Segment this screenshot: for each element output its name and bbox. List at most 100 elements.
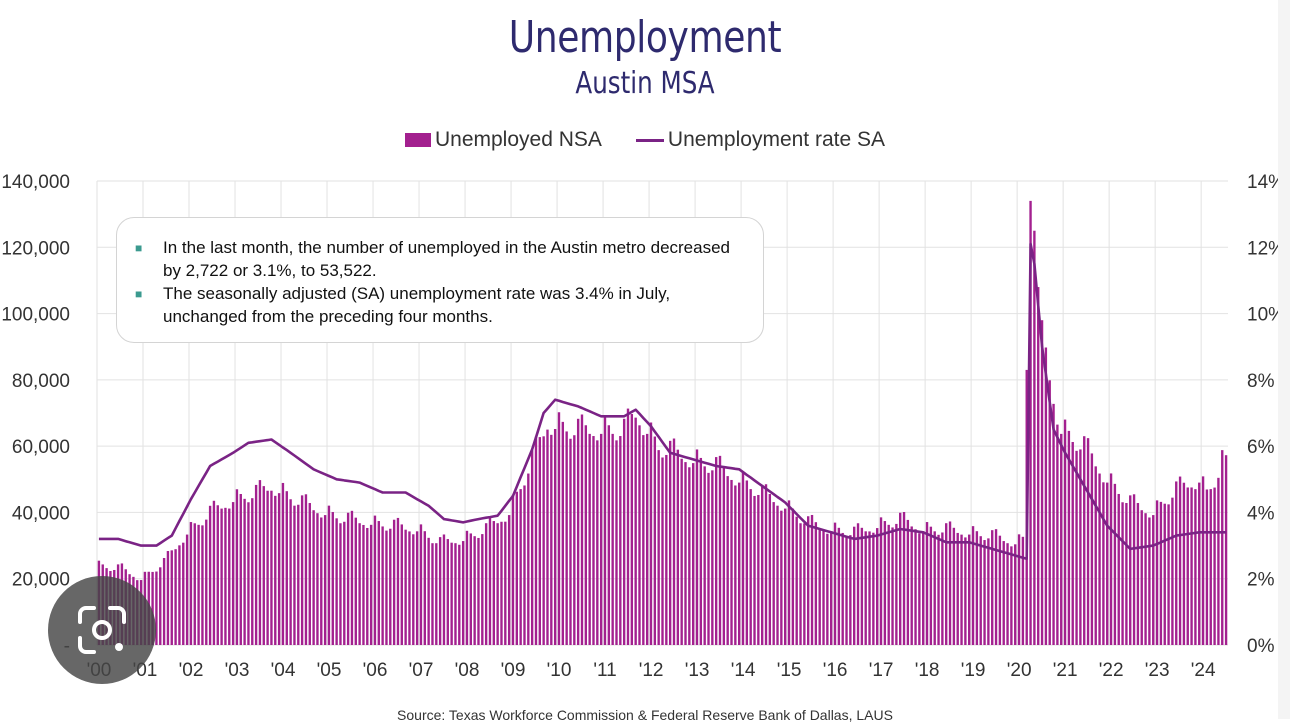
bar-unemployed (634, 417, 637, 645)
bar-unemployed (1017, 534, 1021, 645)
bar-unemployed (327, 505, 331, 645)
bar-unemployed (1086, 438, 1090, 645)
bar-unemployed (680, 458, 683, 645)
bar-unemployed (580, 414, 584, 645)
bar-unemployed (814, 522, 818, 645)
bar-unemployed (883, 521, 887, 645)
bar-unemployed (975, 531, 979, 645)
y-left-tick-label: 20,000 (12, 570, 70, 591)
bar-unemployed (665, 454, 668, 645)
x-tick-label: '08 (455, 660, 480, 681)
bar-unemployed (718, 455, 722, 645)
bar-unemployed (162, 558, 166, 645)
scroll-strip (1278, 0, 1290, 719)
bar-unemployed (1048, 380, 1051, 645)
legend-label-bars: Unemployed NSA (434, 128, 602, 151)
bar-unemployed (488, 517, 492, 645)
bar-unemployed (787, 500, 791, 645)
bar-unemployed (611, 433, 614, 645)
bar-unemployed (385, 530, 388, 645)
bar-unemployed (546, 429, 549, 645)
bar-unemployed (699, 457, 703, 645)
bar-unemployed (1140, 510, 1143, 645)
bar-unemployed (615, 440, 618, 645)
bar-unemployed (1186, 487, 1189, 645)
bar-unemployed (983, 540, 986, 645)
bar-unemployed (695, 449, 699, 645)
bar-unemployed (653, 436, 657, 645)
bar-unemployed (1159, 501, 1163, 645)
bar-unemployed (484, 523, 488, 645)
bullet-icon: ■ (135, 241, 143, 255)
bar-unemployed (415, 531, 419, 645)
google-lens-icon[interactable] (48, 576, 156, 684)
bar-unemployed (419, 524, 423, 645)
bar-unemployed (159, 567, 162, 645)
bar-unemployed (596, 440, 599, 645)
y-right-tick-label: 4% (1247, 503, 1275, 524)
bar-unemployed (952, 527, 956, 645)
bar-unemployed (603, 416, 607, 645)
bar-unemployed (864, 531, 867, 645)
bar-unemployed (366, 527, 369, 645)
bar-unemployed (1136, 503, 1140, 645)
bar-unemployed (948, 521, 952, 645)
bar-unemployed (561, 421, 565, 645)
callout-box: ■ In the last month, the number of unemp… (116, 217, 764, 343)
bar-unemployed (1063, 419, 1067, 645)
bar-unemployed (220, 508, 223, 645)
x-tick-label: '02 (179, 660, 204, 681)
callout-text-1: In the last month, the number of unemplo… (163, 238, 731, 280)
bar-unemployed (902, 512, 906, 645)
bar-unemployed (776, 505, 779, 645)
y-right-tick-label: 10% (1247, 305, 1285, 326)
y-left-tick-label: 120,000 (1, 238, 70, 259)
bar-unemployed (830, 531, 833, 645)
bar-unemployed (668, 440, 672, 645)
bar-unemployed (389, 528, 392, 645)
chart-title: Unemployment (508, 12, 782, 63)
bar-unemployed (872, 532, 875, 645)
bar-unemployed (1098, 473, 1101, 645)
bar-unemployed (1079, 449, 1082, 645)
bar-unemployed (1209, 489, 1212, 645)
x-tick-label: '21 (1053, 660, 1078, 681)
bar-unemployed (703, 466, 706, 645)
bar-unemployed (599, 433, 603, 645)
bar-unemployed (1002, 541, 1005, 645)
x-tick-label: '09 (501, 660, 526, 681)
bar-unemployed (1178, 476, 1182, 645)
bar-unemployed (262, 486, 265, 645)
x-tick-label: '15 (777, 660, 802, 681)
bar-unemployed (1014, 544, 1017, 645)
bar-unemployed (1006, 543, 1009, 645)
bar-unemployed (331, 512, 334, 645)
bar-unemployed (304, 494, 308, 645)
bar-unemployed (1106, 482, 1109, 645)
bar-unemployed (511, 495, 515, 645)
bar-unemployed (507, 515, 511, 645)
bar-unemployed (764, 484, 768, 645)
x-tick-label: '13 (685, 660, 710, 681)
bar-unemployed (450, 542, 453, 645)
bar-unemployed (707, 472, 710, 645)
bar-unemployed (734, 485, 737, 645)
bar-unemployed (197, 524, 200, 645)
bar-unemployed (918, 533, 921, 645)
bar-unemployed (538, 437, 542, 645)
bar-unemployed (1198, 482, 1201, 645)
bar-unemployed (925, 522, 929, 645)
bar-unemployed (906, 519, 910, 645)
legend-swatch-bars (404, 133, 431, 147)
bar-unemployed (404, 529, 407, 645)
bar-unemployed (619, 436, 622, 645)
bar-unemployed (783, 508, 787, 645)
bar-unemployed (289, 499, 292, 645)
bullet-icon: ■ (135, 287, 143, 301)
bar-unemployed (442, 534, 446, 645)
bar-unemployed (396, 517, 400, 645)
bar-unemployed (235, 489, 239, 645)
bar-unemployed (799, 523, 802, 645)
bar-unemployed (833, 522, 837, 645)
bar-unemployed (795, 516, 798, 645)
